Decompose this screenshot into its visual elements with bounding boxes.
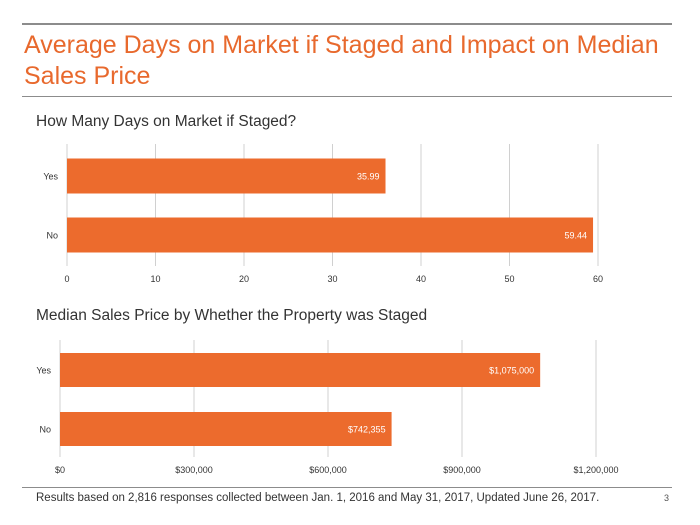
chart1-tick-label: 20 [239, 274, 249, 284]
chart1-group: 35.99 Yes 59.44 No 0 10 20 30 40 50 60 [43, 144, 603, 284]
chart2-tick-label: $900,000 [443, 465, 481, 475]
chart2-group: $1,075,000 Yes $742,355 No $0 $300,000 $600,00… [36, 340, 619, 475]
chart2-bar-no [60, 412, 392, 446]
footnote: Results based on 2,816 responses collect… [36, 492, 600, 504]
chart1-tick-label: 30 [327, 274, 337, 284]
chart2-tick-label: $600,000 [309, 465, 347, 475]
chart1-title: How Many Days on Market if Staged? [36, 113, 297, 130]
chart2-data-label: $1,075,000 [489, 366, 534, 376]
chart1-bar-no [67, 217, 594, 253]
page-number: 3 [664, 493, 670, 503]
chart2-data-label: $742,355 [348, 425, 386, 435]
top-rule [22, 23, 672, 25]
chart2-tick-label: $1,200,000 [573, 465, 618, 475]
chart2-category-label: Yes [36, 366, 51, 376]
chart1-category-label: No [46, 231, 58, 241]
chart1-category-label: Yes [43, 172, 58, 182]
slide-title: Average Days on Market if Staged and Imp… [24, 31, 659, 90]
chart2-tick-label: $300,000 [175, 465, 213, 475]
chart2-category-label: No [39, 425, 51, 435]
chart2-title: Median Sales Price by Whether the Proper… [36, 307, 428, 324]
chart1-data-label: 59.44 [565, 231, 588, 241]
chart1-tick-label: 40 [416, 274, 426, 284]
chart1-tick-label: 0 [64, 274, 69, 284]
chart1-tick-label: 50 [504, 274, 514, 284]
chart2-bar-yes [60, 353, 541, 387]
chart1-data-label: 35.99 [357, 172, 380, 182]
chart2-tick-label: $0 [55, 465, 65, 475]
chart1-bar-yes [67, 158, 386, 194]
chart1-tick-label: 10 [150, 274, 160, 284]
chart1-tick-label: 60 [593, 274, 603, 284]
footer-rule [22, 487, 672, 488]
title-divider [22, 96, 672, 97]
